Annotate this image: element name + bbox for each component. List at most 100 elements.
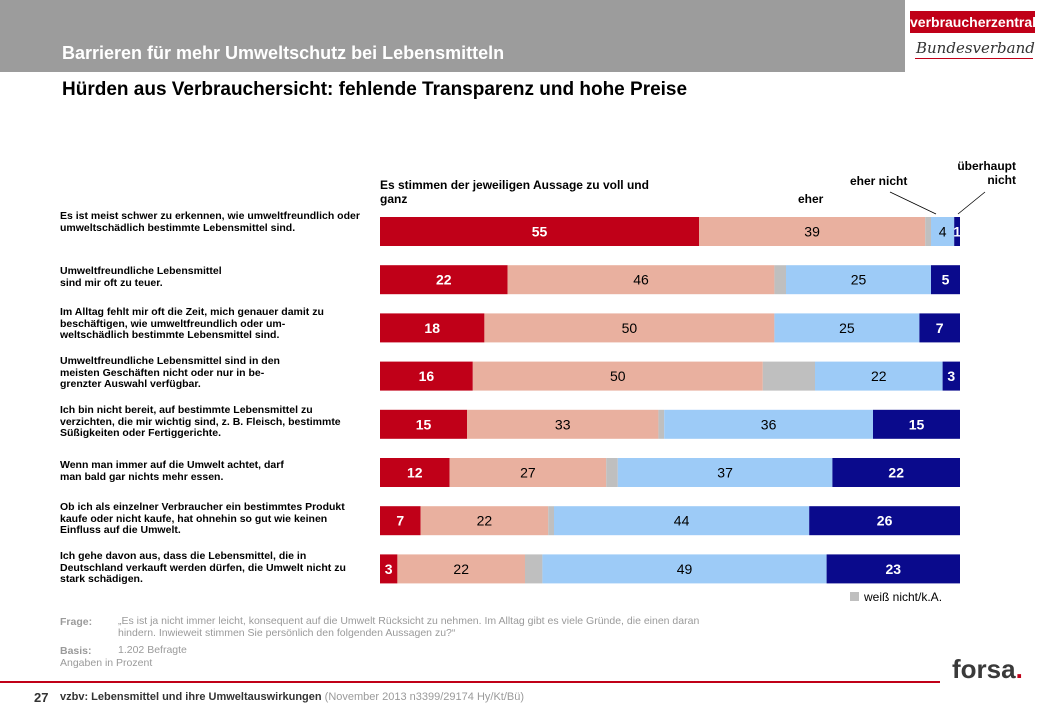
statement-label-6: Wenn man immer auf die Umwelt achtet, da… [60,459,284,483]
pointer-ueberhaupt-nicht [957,191,986,215]
bar-label-ueberhaupt_nicht-3: 7 [936,320,944,336]
bar-label-eher_nicht-7: 44 [674,513,690,529]
basis-label: Basis: [60,645,92,657]
bar-label-voll-6: 12 [407,465,423,481]
bar-eher_nicht-1 [931,217,955,246]
forsa-logo-text: forsa [952,654,1016,684]
bar-eher_nicht-5 [664,409,873,439]
legend-swatch-weiss-nicht [850,592,859,601]
vzbv-logo-sub: Bundesverband [916,39,1035,57]
statement-label-8: Ich gehe davon aus, dass die Lebensmitte… [60,550,346,585]
bar-label-eher_nicht-6: 37 [717,465,733,481]
bar-weiss_nicht-6 [606,458,618,487]
bar-label-ueberhaupt_nicht-1: 1 [953,224,961,240]
bar-label-voll-1: 55 [532,224,548,240]
bar-eher_nicht-2 [786,265,931,295]
bar-label-voll-7: 7 [396,513,404,529]
bar-eher_nicht-6 [617,458,833,487]
bar-voll-2 [380,265,508,295]
bar-label-eher_nicht-1: 4 [939,224,947,240]
bar-label-voll-3: 18 [424,320,440,336]
bar-label-eher_nicht-4: 22 [871,368,887,384]
bar-weiss_nicht-4 [762,361,815,391]
bar-label-ueberhaupt_nicht-6: 22 [888,465,904,481]
bar-label-eher-3: 50 [622,320,638,336]
bar-ueberhaupt_nicht-2 [931,265,960,295]
bar-voll-3 [380,313,485,343]
bar-label-ueberhaupt_nicht-4: 3 [947,368,955,384]
bar-label-eher-7: 22 [477,513,493,529]
header-voll: Es stimmen der jeweiligen Aussage zu vol… [380,178,649,206]
footer-meta: (November 2013 n3399/29174 Hy/Kt/Bü) [324,691,525,703]
bar-label-voll-8: 3 [385,561,393,577]
bar-eher-5 [467,409,659,439]
bar-label-eher_nicht-8: 49 [677,561,693,577]
frage-text: „Es ist ja nicht immer leicht, konsequen… [118,615,700,639]
page-title: Barrieren für mehr Umweltschutz bei Lebe… [62,43,505,63]
bar-eher-1 [699,217,926,246]
statement-label-2: Umweltfreundliche Lebensmittel sind mir … [60,265,222,289]
forsa-logo-dot: . [1015,654,1023,684]
statement-label-7: Ob ich als einzelner Verbraucher ein bes… [60,501,345,536]
bar-label-eher-1: 39 [804,224,820,240]
statement-label-1: Es ist meist schwer zu erkennen, wie umw… [60,210,360,234]
bar-label-ueberhaupt_nicht-8: 23 [886,561,902,577]
bar-weiss_nicht-2 [774,265,786,295]
bar-voll-6 [380,458,450,487]
angaben-text: Angaben in Prozent [60,657,153,669]
bar-label-eher-8: 22 [453,561,469,577]
bar-label-eher_nicht-3: 25 [839,320,855,336]
bar-eher_nicht-7 [554,506,810,536]
bar-eher-2 [507,265,775,295]
bar-eher-3 [484,313,775,343]
bar-eher-7 [420,506,549,536]
statement-label-3: Im Alltag fehlt mir oft die Zeit, mich g… [60,306,324,341]
legend: weiß nicht/k.A. [850,590,942,604]
bar-ueberhaupt_nicht-4 [942,361,960,391]
bar-eher_nicht-3 [774,313,920,343]
logo-underline [915,58,1033,59]
bar-label-eher-5: 33 [555,416,571,432]
bar-weiss_nicht-1 [925,217,931,246]
bar-voll-5 [380,409,467,439]
bar-label-ueberhaupt_nicht-5: 15 [909,416,925,432]
bar-label-ueberhaupt_nicht-2: 5 [942,272,950,288]
bar-eher_nicht-4 [815,361,943,391]
bar-label-eher_nicht-5: 36 [761,416,777,432]
pointer-eher-nicht [889,191,937,215]
bar-label-voll-2: 22 [436,272,452,288]
legend-label: weiß nicht/k.A. [864,590,943,604]
footer-line [0,681,940,683]
forsa-logo: forsa. [952,654,1023,685]
bar-voll-8 [380,554,398,584]
frage-label: Frage: [60,616,93,628]
basis-text: 1.202 Befragte [118,644,187,656]
header-eher: eher [798,192,824,206]
header-bar [0,0,905,72]
bar-ueberhaupt_nicht-3 [919,313,960,343]
page-subtitle: Hürden aus Verbrauchersicht: fehlende Tr… [62,79,688,100]
bar-voll-1 [380,217,699,246]
footer-text: vzbv: Lebensmittel und ihre Umweltauswir… [60,691,524,703]
bar-weiss_nicht-5 [658,409,665,439]
bar-voll-7 [380,506,421,536]
bar-ueberhaupt_nicht-1 [954,217,960,246]
bar-ueberhaupt_nicht-5 [873,409,960,439]
bar-label-eher-2: 46 [633,272,649,288]
statement-label-4: Umweltfreundliche Lebensmittel sind in d… [60,355,280,390]
bars-group: 55 39 4 1 22 46 25 5 18 50 25 7 16 50 22 3 15 33 36 15 12 27 3… [380,217,961,584]
bar-eher-6 [449,458,607,487]
bar-ueberhaupt_nicht-8 [826,554,960,584]
vzbv-logo: verbraucherzentrale [910,11,1040,33]
statement-label-5: Ich bin nicht bereit, auf bestimmte Lebe… [60,404,341,439]
bar-eher-8 [397,554,525,584]
bar-label-voll-4: 16 [419,368,435,384]
bar-weiss_nicht-7 [548,506,554,536]
bar-label-eher-6: 27 [520,465,536,481]
bar-ueberhaupt_nicht-6 [832,458,960,487]
bar-label-eher_nicht-2: 25 [851,272,867,288]
header-ueberhaupt-nicht: überhaupt nicht [957,159,1016,187]
bar-voll-4 [380,361,473,391]
bar-eher-4 [472,361,763,391]
footer-title: vzbv: Lebensmittel und ihre Umweltauswir… [60,691,322,703]
